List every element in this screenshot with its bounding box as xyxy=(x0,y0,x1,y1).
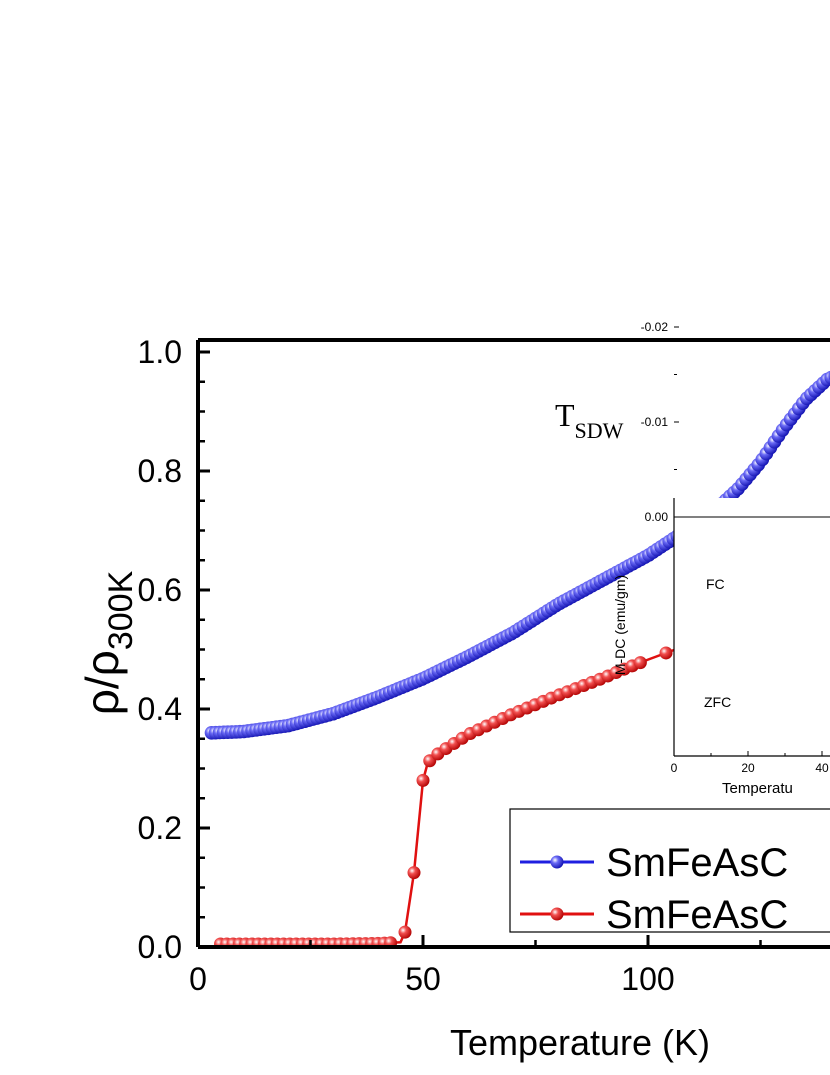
series-2-point xyxy=(398,925,412,939)
tsdw-sub: SDW xyxy=(575,418,624,443)
inset-zfc-point xyxy=(793,331,799,337)
inset-zfc-point xyxy=(705,319,711,325)
inset-fc-label: FC xyxy=(706,576,725,592)
inset-fc-point xyxy=(727,432,733,438)
series-2-point xyxy=(384,936,398,947)
y-tick-label: 0.6 xyxy=(138,572,182,608)
inset-fc-point xyxy=(764,432,770,438)
legend-marker-1 xyxy=(550,855,564,869)
main-ticks: 0501001502002500.00.20.40.60.81.0 xyxy=(138,334,762,997)
series-2-point xyxy=(659,646,673,660)
inset-zfc-label: ZFC xyxy=(704,694,731,710)
tsdw-base: T xyxy=(555,397,575,433)
inset-zfc-point xyxy=(727,319,733,325)
y-tick-label: 0.8 xyxy=(138,453,182,489)
legend-label-2: SmFeAsC xyxy=(606,893,788,937)
legend-box xyxy=(509,808,830,933)
y-tick-label: 0.4 xyxy=(138,691,182,727)
inset-zfc-point xyxy=(823,348,829,354)
series-2-point xyxy=(407,866,421,880)
inset-y-tick-label: -0.01 xyxy=(641,415,669,429)
inset-zfc-point xyxy=(764,323,770,329)
series-2-point xyxy=(633,656,647,670)
legend-label-1: SmFeAsC xyxy=(606,841,788,885)
inset-background xyxy=(674,498,830,756)
inset-fc-point xyxy=(793,437,799,443)
inset-x-label: Temperatu xyxy=(722,780,793,797)
inset-fc-point xyxy=(705,434,711,440)
x-tick-label: 50 xyxy=(405,961,441,997)
inset-zfc-point xyxy=(779,326,785,332)
inset-fc-point xyxy=(786,435,792,441)
inset-x-tick-label: 0 xyxy=(671,761,678,775)
inset-zfc-point xyxy=(749,321,755,327)
x-tick-label: 0 xyxy=(189,961,207,997)
inset-zfc-point xyxy=(742,320,748,326)
legend-marker-2 xyxy=(550,907,564,921)
inset-zfc-point xyxy=(756,322,762,328)
inset-zfc-point xyxy=(719,319,725,325)
inset-fc-point xyxy=(719,433,725,439)
series-1-point xyxy=(824,370,830,385)
inset-fc-point xyxy=(690,436,696,442)
y-axis-label: ρ/ρ300K xyxy=(76,570,140,715)
inset-y-label: M-DC (emu/gm) xyxy=(612,575,628,675)
inset-fc-point xyxy=(808,442,814,448)
x-axis-label: Temperature (K) xyxy=(450,1022,710,1063)
legend: SmFeAsC SmFeAsC xyxy=(509,808,830,937)
y-axis-label-base: ρ/ρ xyxy=(76,650,128,715)
inset-x-tick-label: 20 xyxy=(741,761,755,775)
inset-zfc-point xyxy=(734,320,740,326)
inset-x-tick-label: 40 xyxy=(815,761,829,775)
inset-fc-point xyxy=(823,448,829,454)
y-tick-label: 0.2 xyxy=(138,810,182,846)
y-tick-label: 0.0 xyxy=(138,929,182,965)
inset-zfc-point xyxy=(712,319,718,325)
inset-zfc-point xyxy=(816,342,822,348)
inset-zfc-point xyxy=(690,317,696,323)
inset-zfc-point xyxy=(786,328,792,334)
inset-fc-point xyxy=(742,431,748,437)
x-tick-label: 100 xyxy=(621,961,674,997)
inset-ticks: 0 20 40 0.00 -0.01 -0.02 xyxy=(641,320,829,775)
inset-y-tick-label: -0.02 xyxy=(641,320,669,334)
tsdw-annotation: TSDW xyxy=(555,397,624,443)
series-2-point xyxy=(416,773,430,787)
inset-fc-point xyxy=(756,431,762,437)
y-axis-label-sub: 300K xyxy=(102,570,140,650)
inset-zfc-point xyxy=(771,324,777,330)
inset-fc-point xyxy=(697,435,703,441)
inset-fc-point xyxy=(734,431,740,437)
inset-zfc-point xyxy=(697,318,703,324)
inset-fc-point xyxy=(712,433,718,439)
inset-fc-point xyxy=(801,439,807,445)
inset-fc-point xyxy=(749,431,755,437)
y-tick-label: 1.0 xyxy=(138,334,182,370)
inset: 0 20 40 0.00 -0.01 -0.02 FC ZFC M-DC (emu/gm)… xyxy=(612,317,830,797)
inset-y-tick-label: 0.00 xyxy=(645,510,669,524)
inset-fc-point xyxy=(816,445,822,451)
